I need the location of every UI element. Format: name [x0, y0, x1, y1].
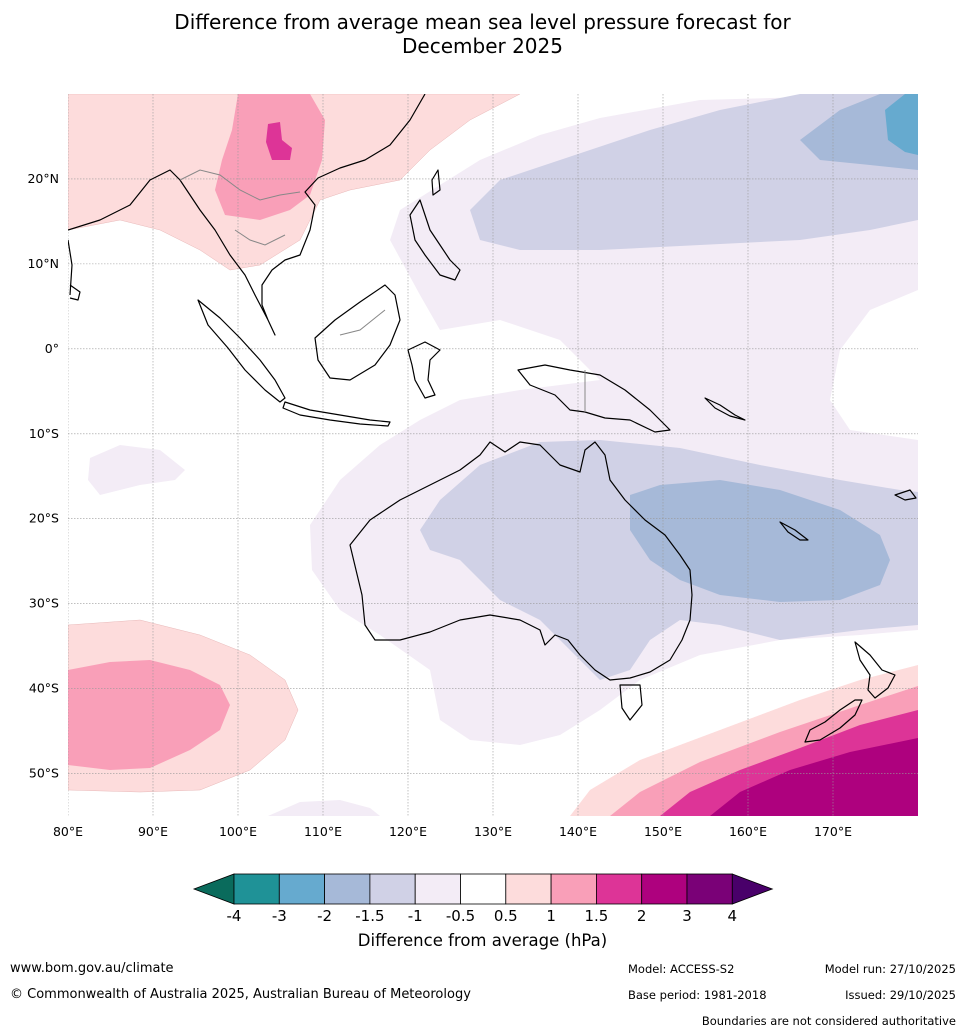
coast-sri-lanka: [69, 284, 81, 301]
lon-tick-label: 90°E: [138, 824, 168, 839]
lon-tick-label: 160°E: [729, 824, 767, 839]
colorbar-swatches: [192, 873, 774, 905]
colorbar-extend-high: [731, 873, 774, 905]
coast-taiwan: [431, 169, 441, 196]
colorbar-swatch: [324, 873, 371, 905]
coast-fiji: [894, 489, 917, 501]
lat-tick-label: 30°S: [29, 596, 59, 611]
lat-tick-label: 20°S: [29, 511, 59, 526]
colorbar-swatch: [641, 873, 688, 905]
coast-borneo: [314, 284, 401, 381]
lat-tick-label: 10°S: [29, 426, 59, 441]
title-line-1: Difference from average mean sea level p…: [174, 10, 791, 34]
lat-tick-label: 10°N: [27, 256, 59, 271]
anomaly-pacific-2-3: [885, 94, 918, 155]
anomaly-australia-1.5-2: [630, 480, 890, 602]
lat-tick-label: 0°: [45, 341, 59, 356]
colorbar-tick-label: 1: [546, 907, 556, 925]
footer-copyright: © Commonwealth of Australia 2025, Austra…: [10, 987, 471, 1002]
lon-tick-label: 170°E: [814, 824, 852, 839]
anomaly-pacific-1-1.5: [470, 94, 918, 250]
map-title: Difference from average mean sea level p…: [0, 10, 965, 58]
coast-java: [282, 401, 391, 427]
colorbar-tick-label: -3: [272, 907, 287, 925]
coast-solomon-islands: [704, 397, 746, 421]
lon-tick-label: 80°E: [53, 824, 83, 839]
lon-tick-labels: 80°E 90°E 100°E 110°E 120°E 130°E 140°E …: [53, 824, 852, 839]
border-mainland-asia: [179, 169, 301, 246]
lat-tick-label: 50°S: [29, 766, 59, 781]
colorbar-tick-label: 1.5: [584, 907, 608, 925]
lon-tick-label: 110°E: [304, 824, 342, 839]
lat-tick-labels: 20°N 10°N 0° 10°S 20°S 30°S 40°S 50°S: [27, 171, 59, 781]
footer-website[interactable]: www.bom.gov.au/climate: [10, 961, 174, 976]
colorbar-tick-label: 3: [682, 907, 692, 925]
footer-disclaimer: Boundaries are not considered authoritat…: [701, 1014, 956, 1028]
border-borneo: [339, 309, 386, 336]
colorbar-swatch: [278, 873, 326, 905]
lon-tick-label: 140°E: [559, 824, 597, 839]
colorbar: -4 -3 -2 -1.5 -1 -0.5 0.5 1 1.5 2 3 4: [192, 873, 774, 925]
anomaly-south-indian-1-1.5: [68, 660, 230, 770]
colorbar-tick-label: 2: [637, 907, 647, 925]
colorbar-swatch: [505, 873, 552, 905]
coast-australia: [349, 441, 693, 681]
gridlines: [68, 94, 918, 816]
footer-base-period: Base period: 1981-2018: [628, 988, 767, 1002]
colorbar-tick-label: -4: [227, 907, 242, 925]
colorbar-swatch: [595, 873, 643, 905]
colorbar-tick-labels: -4 -3 -2 -1.5 -1 -0.5 0.5 1 1.5 2 3 4: [227, 907, 738, 925]
footer-model-run: Model run: 27/10/2025: [824, 962, 956, 976]
colorbar-tick-label: 0.5: [494, 907, 518, 925]
colorbar-swatch: [686, 873, 733, 905]
coast-philippines: [409, 199, 461, 281]
coast-new-zealand-south: [804, 699, 863, 743]
colorbar-swatch: [460, 873, 507, 905]
lat-tick-label: 20°N: [27, 171, 59, 186]
anomaly-south-pacific-2-3: [710, 738, 918, 816]
anomaly-indian-ocean-negative: [88, 445, 185, 495]
coast-sumatra: [197, 299, 286, 403]
coast-sulawesi: [407, 341, 441, 399]
coast-asia-mainland: [68, 94, 426, 336]
coast-new-zealand-north: [854, 641, 896, 699]
map-area: [68, 94, 918, 816]
anomaly-asia-1.5-2: [266, 122, 292, 160]
footer-issued: Issued: 29/10/2025: [845, 988, 956, 1002]
colorbar-tick-label: -1: [408, 907, 423, 925]
lon-tick-label: 120°E: [389, 824, 427, 839]
coastlines: [68, 94, 917, 743]
title-line-2: December 2025: [402, 34, 563, 58]
footer-model: Model: ACCESS-S2: [628, 962, 735, 976]
colorbar-swatch: [550, 873, 597, 905]
colorbar-title: Difference from average (hPa): [357, 931, 608, 950]
colorbar-tick-label: -2: [317, 907, 332, 925]
colorbar-tick-label: -0.5: [446, 907, 475, 925]
colorbar-swatch: [369, 873, 416, 905]
lon-tick-label: 150°E: [644, 824, 682, 839]
anomaly-asia-1-1.5: [215, 94, 325, 220]
lon-tick-label: 130°E: [474, 824, 512, 839]
colorbar-tick-label: 4: [728, 907, 738, 925]
coast-tasmania: [619, 684, 643, 721]
anomaly-southern-ocean-negative: [268, 800, 380, 816]
colorbar-swatch: [414, 873, 461, 905]
lat-tick-label: 40°S: [29, 681, 59, 696]
country-borders: [179, 169, 586, 412]
coast-new-caledonia: [779, 521, 809, 541]
forecast-map: 80°E 90°E 100°E 110°E 120°E 130°E 140°E …: [27, 94, 918, 839]
coast-new-guinea: [517, 364, 671, 433]
colorbar-extend-low: [192, 873, 235, 905]
colorbar-tick-label: -1.5: [355, 907, 384, 925]
colorbar-swatch: [233, 873, 280, 905]
lon-tick-label: 100°E: [219, 824, 257, 839]
